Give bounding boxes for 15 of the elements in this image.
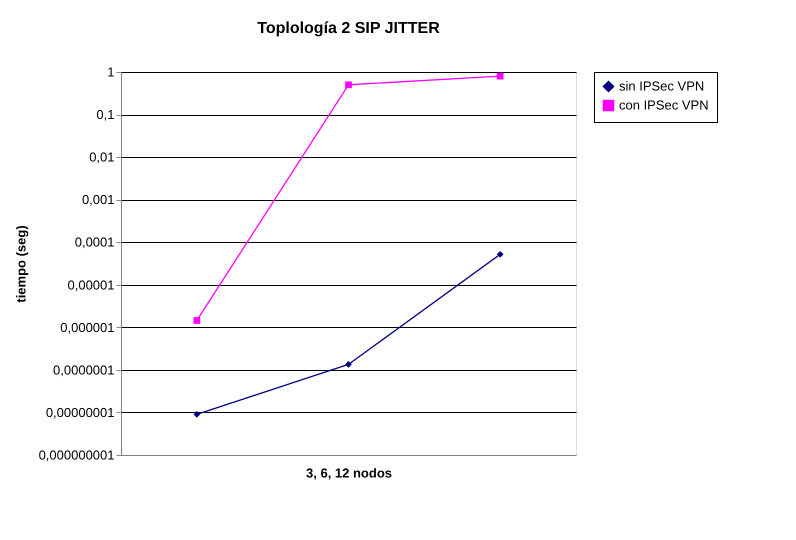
y-tick-label: 0,00000001	[46, 404, 114, 420]
legend-label: sin IPSec VPN	[619, 78, 704, 94]
y-tick-label: 0,0000001	[53, 362, 114, 378]
y-tick-label: 0,000001	[60, 320, 114, 335]
legend-label: con IPSec VPN	[619, 98, 709, 112]
y-tick-label: 0,00001	[68, 277, 114, 292]
y-axis-title: tiempo (seg)	[14, 225, 29, 303]
chart-title: Toplología 2 SIP JITTER	[257, 20, 440, 37]
y-tick-label: 0,000000001	[38, 448, 114, 462]
y-tick-label: 0,1	[96, 107, 114, 122]
y-tick-label: 0,01	[89, 150, 114, 165]
y-tick-label: 1	[107, 64, 114, 80]
y-tick-label: 0,0001	[74, 234, 114, 250]
x-axis-title: 3, 6, 12 nodos	[306, 466, 392, 480]
y-tick-label: 0,001	[82, 192, 114, 208]
